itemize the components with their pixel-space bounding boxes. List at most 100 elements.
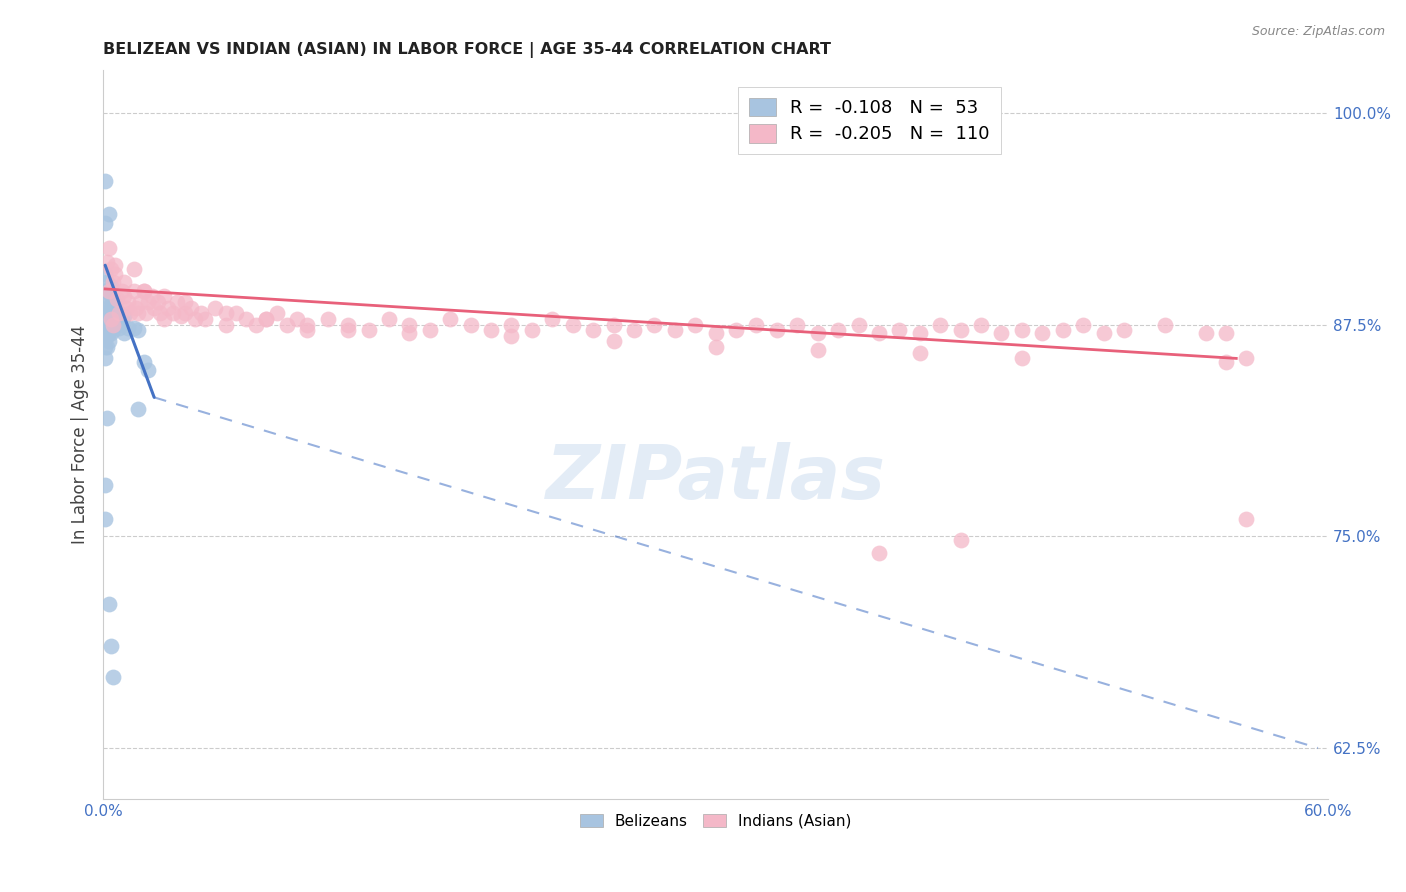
Point (114, 301, 136, 315)
Point (127, 402, 149, 417)
Point (256, 312, 278, 326)
Point (100, 312, 122, 326)
Point (110, 284, 132, 298)
Point (96, 255, 118, 269)
Point (190, 306, 212, 320)
Point (103, 292, 125, 306)
Point (170, 309, 193, 323)
Point (561, 318, 583, 332)
Point (118, 306, 141, 320)
Point (107, 292, 129, 306)
Legend: Belizeans, Indians (Asian): Belizeans, Indians (Asian) (574, 807, 858, 835)
Point (1052, 323, 1074, 337)
Text: BELIZEAN VS INDIAN (ASIAN) IN LABOR FORCE | AGE 35-44 CORRELATION CHART: BELIZEAN VS INDIAN (ASIAN) IN LABOR FORC… (103, 42, 831, 58)
Point (316, 312, 339, 326)
Point (602, 318, 624, 332)
Point (725, 323, 748, 337)
Point (266, 306, 288, 320)
Point (276, 318, 298, 332)
Point (520, 323, 543, 337)
Point (96, 275, 118, 289)
Point (786, 318, 808, 332)
Point (419, 323, 441, 337)
Point (136, 295, 159, 310)
Point (96, 410, 118, 425)
Point (104, 297, 127, 311)
Point (868, 546, 890, 560)
Point (582, 323, 605, 337)
Point (143, 301, 166, 315)
Point (94, 351, 117, 366)
Point (107, 304, 129, 318)
Point (100, 261, 122, 276)
Point (112, 309, 135, 323)
Point (103, 309, 125, 323)
Point (100, 301, 122, 315)
Point (1011, 351, 1033, 366)
Point (180, 301, 202, 315)
Point (1071, 318, 1094, 332)
Point (908, 326, 931, 340)
Point (889, 323, 911, 337)
Point (98, 207, 121, 221)
Point (103, 323, 125, 337)
Point (117, 295, 139, 310)
Point (460, 318, 482, 332)
Point (125, 301, 148, 315)
Point (602, 334, 624, 349)
Text: ZIPatlas: ZIPatlas (546, 442, 886, 515)
Text: Source: ZipAtlas.com: Source: ZipAtlas.com (1251, 25, 1385, 38)
Point (439, 312, 461, 326)
Point (94, 267, 117, 281)
Point (94, 284, 117, 298)
Point (107, 318, 129, 332)
Point (1031, 326, 1053, 340)
Point (664, 323, 686, 337)
Point (235, 312, 257, 326)
Point (149, 306, 172, 320)
Point (868, 326, 890, 340)
Point (96, 289, 118, 303)
Point (949, 323, 972, 337)
Point (94, 301, 117, 315)
Point (1236, 351, 1258, 366)
Point (96, 339, 118, 353)
Point (162, 306, 184, 320)
Point (184, 312, 207, 326)
Point (127, 323, 149, 337)
Point (153, 289, 176, 303)
Point (136, 363, 159, 377)
Point (157, 301, 180, 315)
Point (127, 306, 149, 320)
Point (337, 318, 360, 332)
Point (807, 326, 830, 340)
Point (98, 301, 121, 315)
Point (297, 318, 319, 332)
Point (1215, 355, 1237, 369)
Point (98, 287, 121, 301)
Point (704, 339, 727, 353)
Point (94, 323, 117, 337)
Point (98, 323, 121, 337)
Point (1092, 326, 1115, 340)
Point (94, 512, 117, 526)
Point (104, 312, 127, 326)
Point (1011, 323, 1033, 337)
Point (908, 346, 931, 360)
Point (112, 289, 135, 303)
Point (108, 321, 131, 335)
Point (1215, 326, 1237, 340)
Point (104, 267, 127, 281)
Point (132, 284, 155, 298)
Point (501, 318, 523, 332)
Point (166, 295, 188, 310)
Point (96, 321, 118, 335)
Point (148, 295, 170, 310)
Point (1194, 326, 1216, 340)
Point (848, 318, 870, 332)
Point (132, 284, 155, 298)
Point (194, 312, 217, 326)
Point (479, 323, 502, 337)
Point (1153, 318, 1175, 332)
Point (285, 312, 308, 326)
